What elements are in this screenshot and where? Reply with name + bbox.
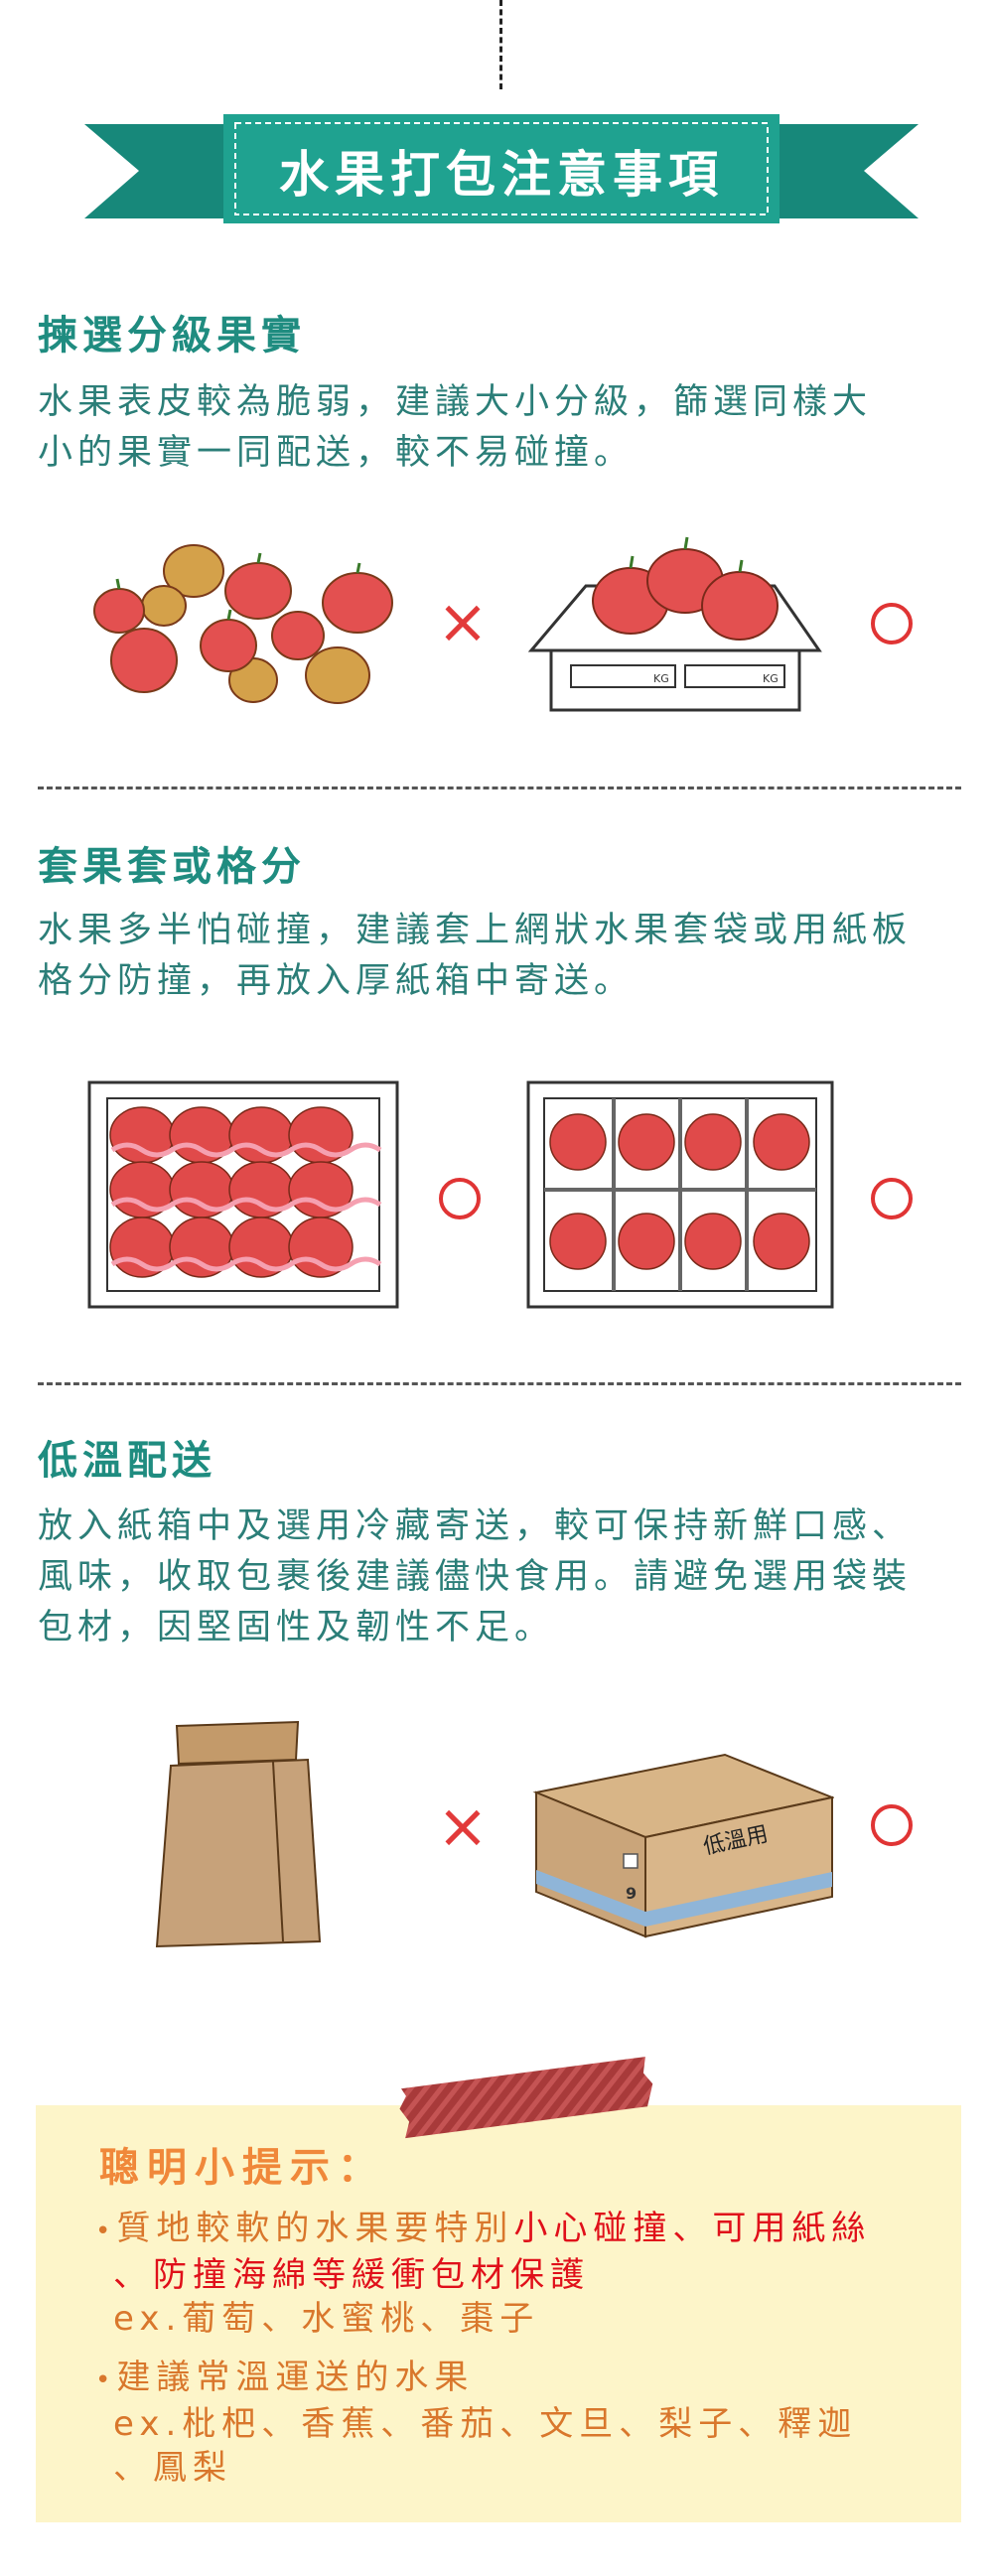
mark-circle-1	[871, 603, 913, 644]
tape-decoration	[395, 2054, 658, 2140]
divided-fruits-box-illustration	[526, 1080, 834, 1313]
section-1-line-1: 水果表皮較為脆弱，建議大小分級，篩選同樣大	[38, 382, 873, 422]
loose-fruits-illustration	[84, 531, 402, 714]
title-banner: 水果打包注意事項	[84, 109, 919, 228]
section-3-line-1: 放入紙箱中及選用冷藏寄送，較可保持新鮮口感、	[38, 1506, 913, 1546]
tip-2-bullet: •	[95, 2365, 117, 2395]
tip-1-bullet: •	[95, 2217, 117, 2246]
divider-1	[38, 787, 961, 789]
tip-2-line-1: •建議常溫運送的水果	[95, 2356, 857, 2402]
section-2-body: 水果多半怕碰撞，建議套上網狀水果套袋或用紙板 格分防撞，再放入厚紙箱中寄送。	[38, 906, 961, 1007]
top-dashed-line	[499, 0, 502, 89]
tip-1-highlight: 小心碰撞、可用紙絲	[513, 2209, 872, 2248]
box-number: 9	[626, 1884, 637, 1903]
section-2-title: 套果套或格分	[38, 844, 306, 890]
mark-cross-2: ×	[437, 1789, 489, 1862]
paper-bag-illustration	[149, 1718, 323, 1960]
section-3-title: 低溫配送	[38, 1438, 216, 1484]
tip-2-text: 建議常溫運送的水果	[116, 2358, 475, 2397]
kg-label-1: KG	[653, 672, 669, 685]
section-3-line-3: 包材，因堅固性及韌性不足。	[38, 1608, 555, 1647]
tips-title: 聰明小提示：	[99, 2145, 385, 2191]
divider-2	[38, 1382, 961, 1385]
mark-circle-4	[871, 1804, 913, 1846]
refrigerated-box-illustration: 9 低溫用	[526, 1743, 836, 1945]
section-3-body: 放入紙箱中及選用冷藏寄送，較可保持新鮮口感、 風味，收取包裹後建議儘快食用。請避…	[38, 1502, 961, 1653]
tip-1-prefix: 質地較軟的水果要特別	[116, 2209, 514, 2248]
section-2-line-1: 水果多半怕碰撞，建議套上網狀水果套袋或用紙板	[38, 911, 913, 950]
tip-1: •質地較軟的水果要特別小心碰撞、可用紙絲 、防撞海綿等緩衝包材保護 ex.葡萄、…	[95, 2207, 871, 2341]
graded-fruits-box-illustration: KG KG	[526, 526, 824, 719]
banner-title: 水果打包注意事項	[279, 146, 724, 204]
section-1-body: 水果表皮較為脆弱，建議大小分級，篩選同樣大 小的果實一同配送，較不易碰撞。	[38, 377, 961, 479]
section-3-line-2: 風味，收取包裹後建議儘快食用。請避免選用袋裝	[38, 1557, 913, 1597]
tip-2: •建議常溫運送的水果 ex.枇杷、香蕉、番茄、文旦、梨子、釋迦 、鳳梨	[95, 2356, 857, 2490]
tip-1-examples: ex.葡萄、水蜜桃、棗子	[113, 2299, 540, 2339]
mark-circle-3	[871, 1178, 913, 1219]
section-2-line-2: 格分防撞，再放入厚紙箱中寄送。	[38, 961, 635, 1001]
netted-fruits-box-illustration	[87, 1080, 399, 1313]
section-1-title: 揀選分級果實	[38, 313, 306, 358]
tip-1-line-1: •質地較軟的水果要特別小心碰撞、可用紙絲	[95, 2207, 871, 2253]
kg-label-2: KG	[763, 672, 779, 685]
tips-box	[36, 2105, 961, 2522]
section-1-line-2: 小的果實一同配送，較不易碰撞。	[38, 433, 635, 473]
tip-2-examples-2: 、鳳梨	[113, 2448, 232, 2488]
ribbon-graphic	[84, 114, 919, 223]
tip-1-line-2: 、防撞海綿等緩衝包材保護	[113, 2255, 590, 2295]
mark-cross-1: ×	[437, 585, 489, 657]
mark-circle-2	[439, 1178, 481, 1219]
tip-2-examples-1: ex.枇杷、香蕉、番茄、文旦、梨子、釋迦	[113, 2404, 858, 2444]
